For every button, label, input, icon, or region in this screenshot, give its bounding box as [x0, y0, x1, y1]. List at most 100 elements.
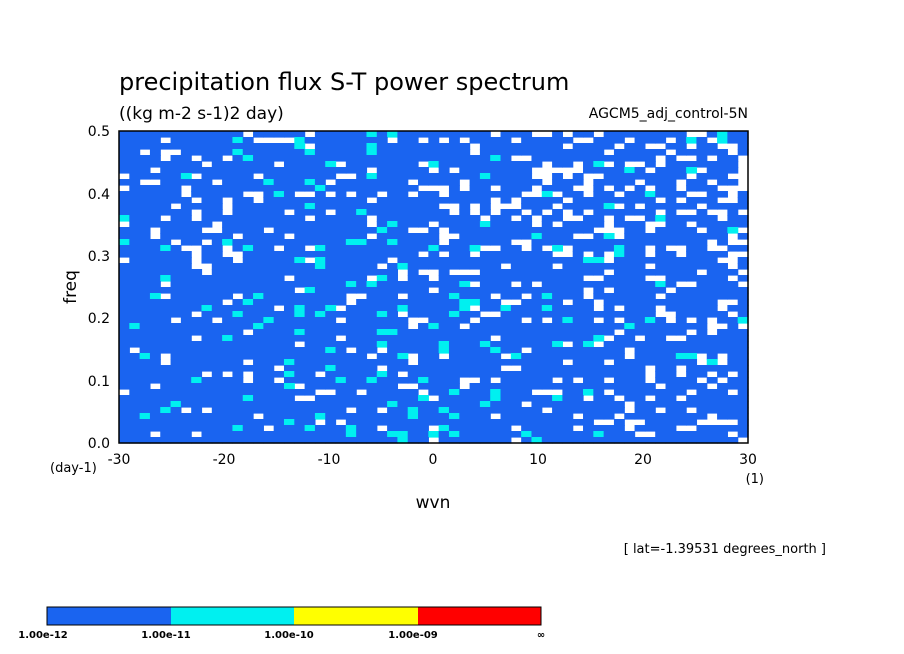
spectrum-cell	[335, 347, 347, 354]
spectrum-cell	[345, 215, 357, 222]
spectrum-cell	[469, 329, 481, 336]
spectrum-cell	[655, 353, 667, 360]
spectrum-cell	[304, 179, 316, 186]
spectrum-cell	[232, 137, 244, 144]
spectrum-cell	[242, 149, 254, 156]
spectrum-cell	[180, 437, 192, 444]
spectrum-cell	[139, 341, 151, 348]
spectrum-cell	[356, 323, 368, 330]
spectrum-cell	[479, 293, 491, 300]
spectrum-cell	[407, 305, 419, 312]
spectrum-cell	[273, 155, 285, 162]
spectrum-cell	[562, 227, 574, 234]
spectrum-cell	[253, 281, 264, 288]
spectrum-cell	[180, 389, 192, 396]
spectrum-cell	[149, 335, 161, 342]
spectrum-cell	[603, 305, 615, 312]
spectrum-cell	[170, 401, 182, 408]
spectrum-cell	[294, 413, 306, 420]
spectrum-cell	[335, 371, 347, 378]
spectrum-cell	[500, 197, 512, 204]
spectrum-cell	[737, 383, 749, 390]
spectrum-cell	[438, 317, 450, 324]
spectrum-cell	[325, 137, 337, 144]
spectrum-cell	[521, 197, 533, 204]
spectrum-cell	[552, 155, 563, 162]
spectrum-cell	[119, 197, 130, 204]
spectrum-cell	[448, 407, 460, 414]
spectrum-cell	[634, 317, 646, 324]
spectrum-cell	[706, 221, 718, 228]
spectrum-cell	[170, 281, 182, 288]
spectrum-cell	[562, 401, 574, 408]
spectrum-cell	[397, 419, 409, 426]
spectrum-cell	[479, 395, 491, 402]
spectrum-cell	[191, 347, 203, 354]
spectrum-cell	[139, 335, 151, 342]
spectrum-cell	[634, 401, 646, 408]
spectrum-cell	[253, 317, 264, 324]
spectrum-cell	[283, 203, 295, 210]
spectrum-cell	[139, 365, 151, 372]
spectrum-cell	[510, 275, 522, 282]
spectrum-cell	[119, 233, 130, 240]
spectrum-cell	[686, 437, 698, 444]
spectrum-cell	[428, 293, 440, 300]
spectrum-cell	[634, 197, 646, 204]
spectrum-cell	[686, 353, 698, 360]
spectrum-cell	[294, 431, 306, 438]
spectrum-cell	[222, 191, 234, 198]
spectrum-cell	[428, 407, 440, 414]
spectrum-cell	[583, 299, 594, 306]
spectrum-cell	[593, 365, 605, 372]
spectrum-cell	[160, 413, 172, 420]
spectrum-cell	[644, 137, 656, 144]
spectrum-cell	[613, 389, 625, 396]
spectrum-cell	[541, 371, 553, 378]
spectrum-cell	[644, 299, 656, 306]
spectrum-cell	[149, 185, 161, 192]
spectrum-cell	[139, 311, 151, 318]
spectrum-cell	[283, 395, 295, 402]
spectrum-cell	[593, 203, 605, 210]
spectrum-cell	[613, 185, 625, 192]
spectrum-cell	[448, 365, 460, 372]
spectrum-cell	[510, 413, 522, 420]
spectrum-cell	[562, 275, 574, 282]
spectrum-cell	[572, 305, 584, 312]
spectrum-cell	[552, 335, 563, 342]
spectrum-cell	[479, 269, 491, 276]
spectrum-cell	[613, 437, 625, 444]
spectrum-cell	[624, 383, 636, 390]
spectrum-cell	[706, 401, 718, 408]
spectrum-cell	[335, 197, 347, 204]
spectrum-cell	[273, 371, 285, 378]
spectrum-cell	[624, 251, 636, 258]
spectrum-cell	[634, 143, 646, 150]
spectrum-cell	[696, 173, 708, 180]
spectrum-cell	[603, 317, 615, 324]
spectrum-cell	[593, 359, 605, 366]
spectrum-cell	[149, 197, 161, 204]
spectrum-cell	[717, 203, 728, 210]
spectrum-cell	[531, 239, 543, 246]
spectrum-cell	[490, 365, 502, 372]
spectrum-cell	[448, 281, 460, 288]
spectrum-cell	[624, 371, 636, 378]
spectrum-cell	[356, 149, 368, 156]
spectrum-cell	[397, 137, 409, 144]
spectrum-cell	[593, 395, 605, 402]
spectrum-cell	[737, 413, 749, 420]
spectrum-cell	[397, 305, 409, 312]
spectrum-cell	[655, 203, 667, 210]
spectrum-cell	[345, 137, 357, 144]
spectrum-cell	[428, 371, 440, 378]
spectrum-cell	[387, 263, 399, 270]
spectrum-cell	[356, 317, 368, 324]
spectrum-cell	[253, 179, 264, 186]
spectrum-cell	[294, 185, 306, 192]
spectrum-cell	[541, 329, 553, 336]
spectrum-cell	[232, 269, 244, 276]
spectrum-cell	[170, 389, 182, 396]
spectrum-cell	[273, 281, 285, 288]
